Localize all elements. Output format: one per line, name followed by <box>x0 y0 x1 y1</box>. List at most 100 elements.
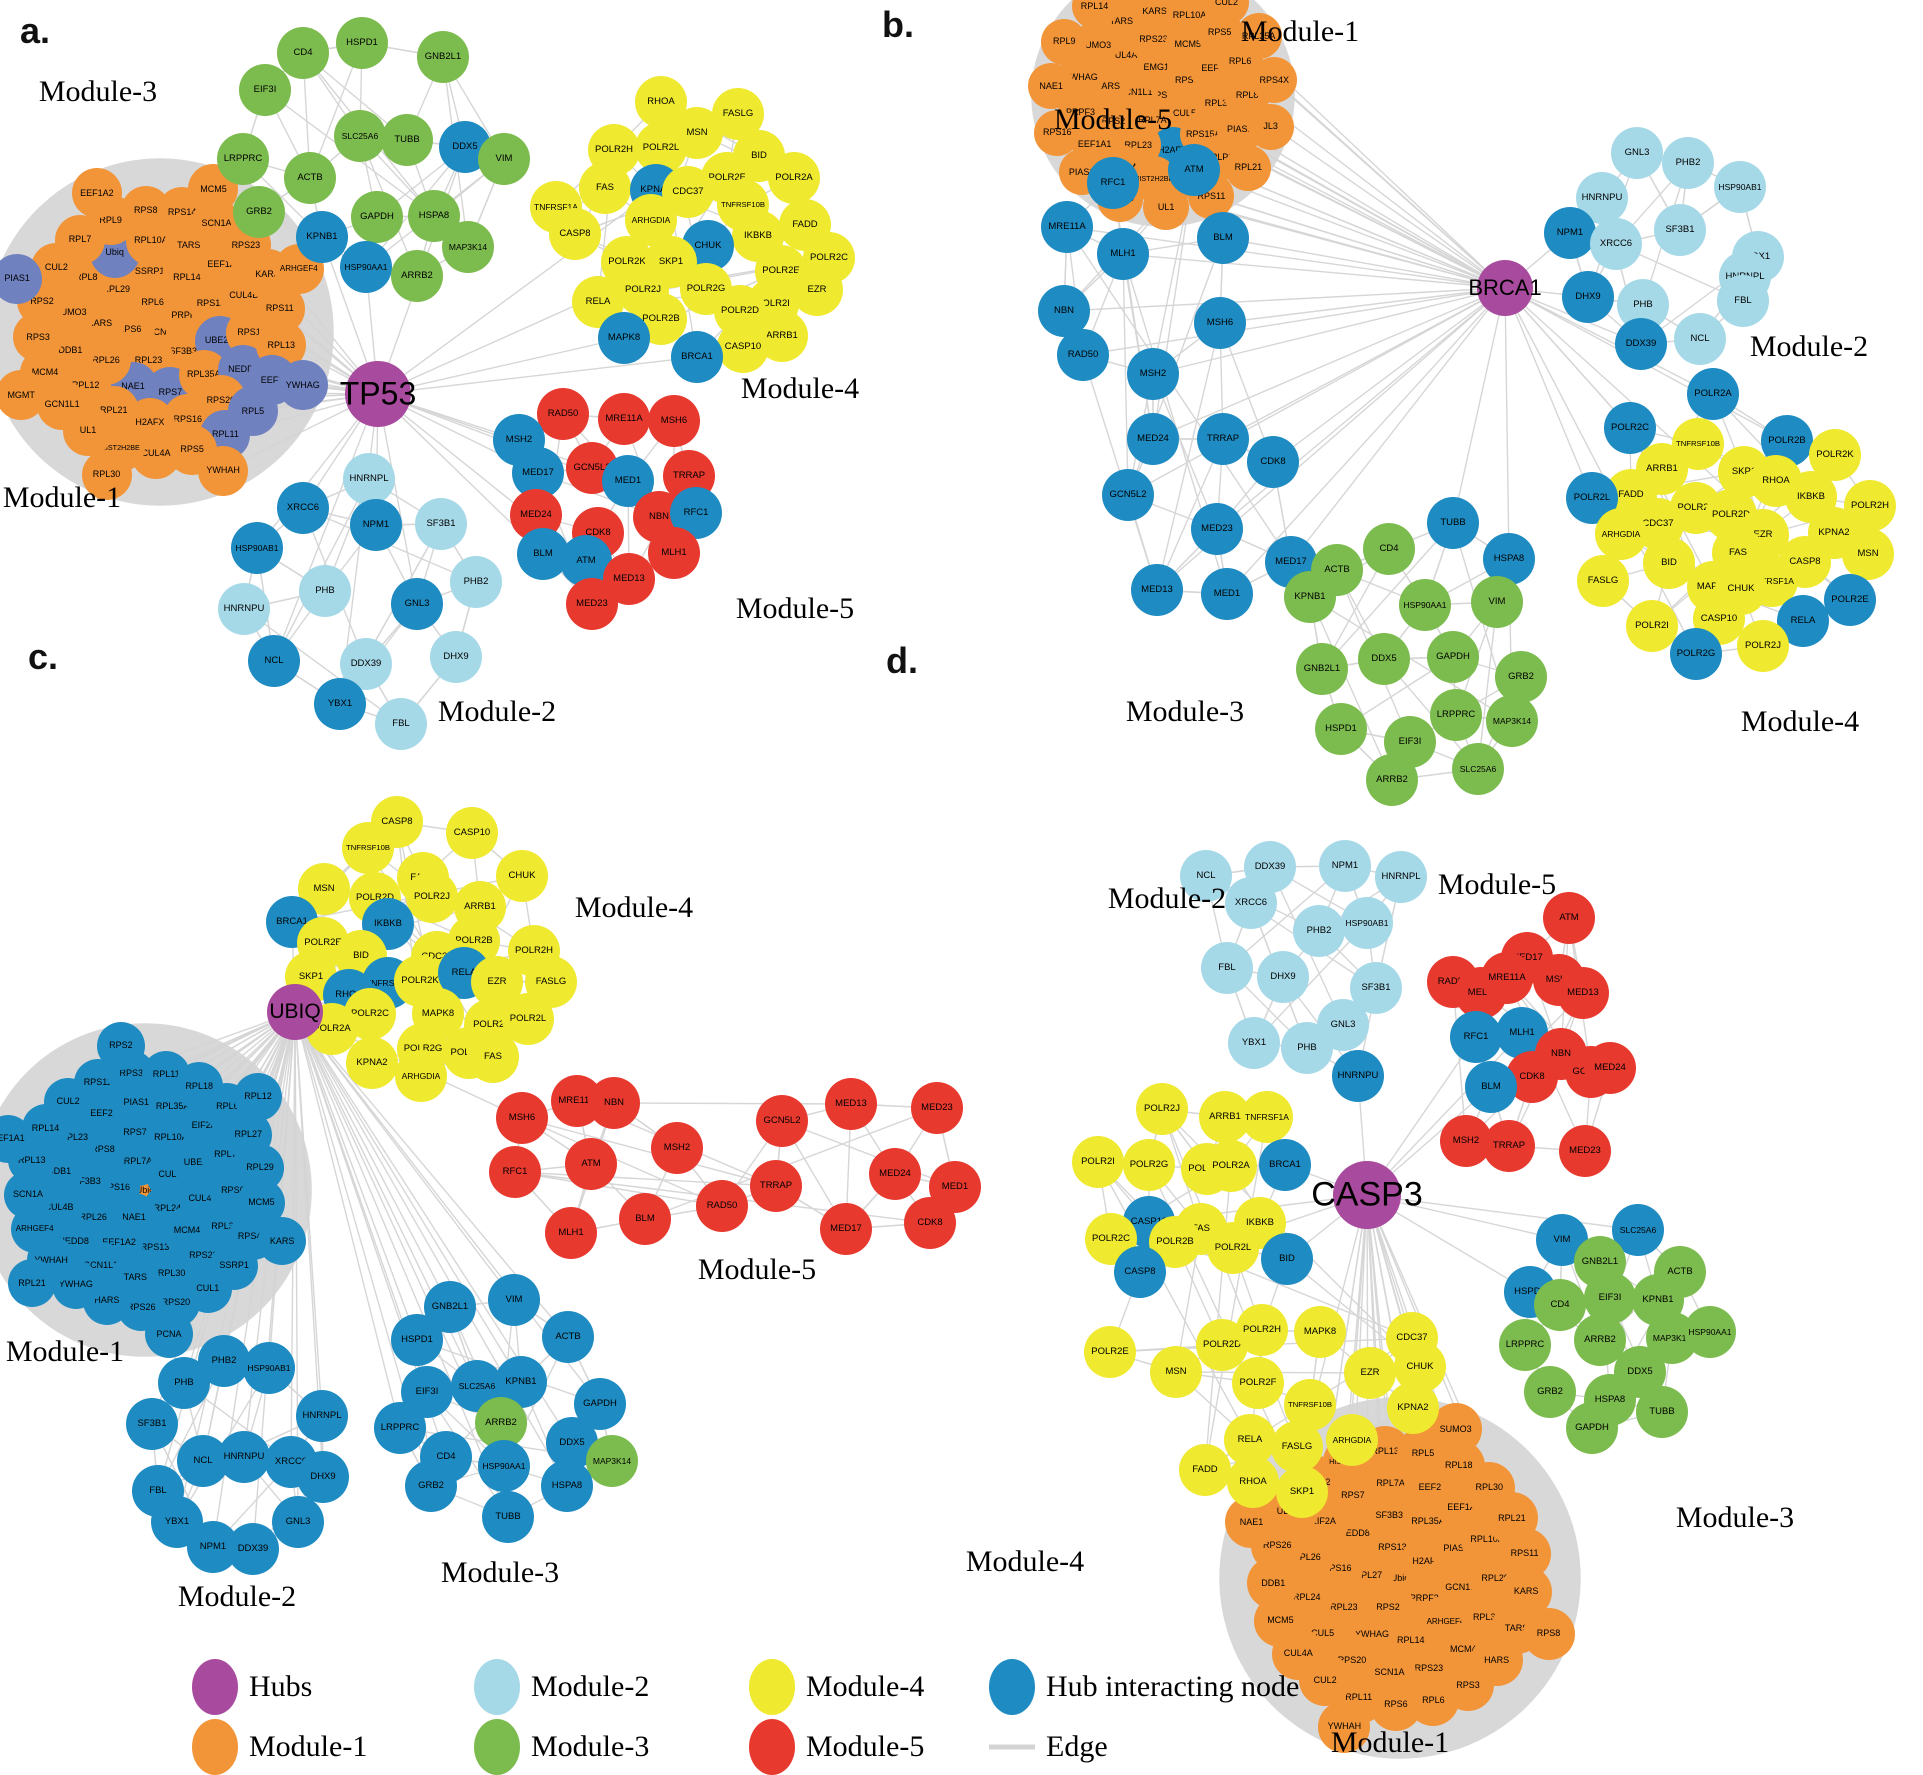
node-GRB2[interactable]: GRB2 <box>1495 651 1547 703</box>
node-MLH1[interactable]: MLH1 <box>648 527 700 579</box>
node-YWHAG[interactable]: YWHAG <box>277 360 328 411</box>
node-SF3B1[interactable]: SF3B1 <box>1654 204 1706 256</box>
node-YWHAH[interactable]: YWHAH <box>198 445 249 496</box>
node-SKP1[interactable]: SKP1 <box>1276 1466 1328 1518</box>
node-MED23[interactable]: MED23 <box>1191 503 1243 555</box>
node-HSP90AA1[interactable]: HSP90AA1 <box>1399 579 1451 631</box>
node-HNRNPU[interactable]: HNRNPU <box>218 583 270 635</box>
node-VIM[interactable]: VIM <box>1471 576 1523 628</box>
node-HSP90AA1[interactable]: HSP90AA1 <box>1684 1306 1736 1358</box>
node-EIF3I[interactable]: EIF3I <box>239 64 291 116</box>
node-TRRAP[interactable]: TRRAP <box>750 1160 802 1212</box>
node-GAPDH[interactable]: GAPDH <box>1566 1402 1618 1454</box>
node-GNL3[interactable]: GNL3 <box>391 578 443 630</box>
node-POLR2J[interactable]: POLR2J <box>406 871 458 923</box>
node-PHB2[interactable]: PHB2 <box>1293 905 1345 957</box>
hub-BRCA1[interactable] <box>1477 260 1533 316</box>
node-MAPK8[interactable]: MAPK8 <box>598 312 650 364</box>
node-MAP3K14[interactable]: MAP3K14 <box>586 1435 638 1487</box>
node-MED24[interactable]: MED24 <box>869 1148 921 1200</box>
node-CD4[interactable]: CD4 <box>1534 1279 1586 1331</box>
node-FBL[interactable]: FBL <box>1717 275 1769 327</box>
node-DHX9[interactable]: DHX9 <box>1257 951 1309 1003</box>
node-GRB2[interactable]: GRB2 <box>1524 1366 1576 1418</box>
node-MRE11A[interactable]: MRE11A <box>598 393 650 445</box>
node-MSN[interactable]: MSN <box>1150 1346 1202 1398</box>
node-MED17[interactable]: MED17 <box>820 1203 872 1255</box>
node-HSPD1[interactable]: HSPD1 <box>336 17 388 69</box>
node-MSH6[interactable]: MSH6 <box>1194 297 1246 349</box>
node-HSPA8[interactable]: HSPA8 <box>541 1460 593 1512</box>
hub-UBIQ[interactable] <box>267 984 323 1040</box>
node-LRPPRC[interactable]: LRPPRC <box>374 1402 426 1454</box>
node-DDX39[interactable]: DDX39 <box>1615 318 1667 370</box>
node-HNRNPL[interactable]: HNRNPL <box>343 453 395 505</box>
node-HSP90AA1[interactable]: HSP90AA1 <box>478 1440 530 1492</box>
node-MED23[interactable]: MED23 <box>911 1082 963 1134</box>
node-RFC1[interactable]: RFC1 <box>1450 1011 1502 1063</box>
node-CASP10[interactable]: CASP10 <box>446 807 498 859</box>
node-RHOA[interactable]: RHOA <box>1227 1456 1279 1508</box>
node-RPL21[interactable]: RPL21 <box>1225 144 1272 191</box>
node-HSP90AB1[interactable]: HSP90AB1 <box>231 522 283 574</box>
node-SCN1A[interactable]: SCN1A <box>1160 0 1207 8</box>
node-MAP3K14[interactable]: MAP3K14 <box>442 221 494 273</box>
node-ARRB2[interactable]: ARRB2 <box>1366 754 1418 806</box>
node-TNFRSF10B[interactable]: TNFRSF10B <box>342 822 394 874</box>
node-TUBB[interactable]: TUBB <box>381 114 433 166</box>
node-FAS[interactable]: FAS <box>467 1031 519 1083</box>
node-FAS[interactable]: FAS <box>579 162 631 214</box>
node-MED13[interactable]: MED13 <box>1557 967 1609 1019</box>
node-POLR2F[interactable]: POLR2F <box>1232 1357 1284 1409</box>
node-SF3B1[interactable]: SF3B1 <box>126 1398 178 1450</box>
node-NPM1[interactable]: NPM1 <box>350 499 402 551</box>
node-NCL[interactable]: NCL <box>1674 313 1726 365</box>
node-POLR2A[interactable]: POLR2A <box>1687 368 1739 420</box>
node-DHX9[interactable]: DHX9 <box>430 631 482 683</box>
node-LRPPRC[interactable]: LRPPRC <box>217 133 269 185</box>
node-HNRNPL[interactable]: HNRNPL <box>296 1390 348 1442</box>
node-POLR2G[interactable]: POLR2G <box>1123 1139 1175 1191</box>
node-BRCA1[interactable]: BRCA1 <box>1259 1139 1311 1191</box>
node-DHX9[interactable]: DHX9 <box>1562 271 1614 323</box>
node-POLR2A[interactable]: POLR2A <box>1205 1140 1257 1192</box>
node-KPNA2[interactable]: KPNA2 <box>1387 1382 1439 1434</box>
node-SF3B1[interactable]: SF3B1 <box>415 498 467 550</box>
node-EZR[interactable]: EZR <box>791 264 843 316</box>
node-HSPD1[interactable]: HSPD1 <box>391 1314 443 1366</box>
node-ATM[interactable]: ATM <box>565 1138 617 1190</box>
node-MRE11A[interactable]: MRE11A <box>1041 201 1093 253</box>
node-MSN[interactable]: MSN <box>1842 528 1894 580</box>
node-KPNB1[interactable]: KPNB1 <box>296 211 348 263</box>
node-RPL12[interactable]: RPL12 <box>234 1072 283 1121</box>
node-BLM[interactable]: BLM <box>619 1193 671 1245</box>
node-PHB2[interactable]: PHB2 <box>1662 137 1714 189</box>
node-POLR2E[interactable]: POLR2E <box>1084 1326 1136 1378</box>
node-SLC25A6[interactable]: SLC25A6 <box>1452 743 1504 795</box>
node-HNRNPU[interactable]: HNRNPU <box>218 1431 270 1483</box>
node-POLR2E[interactable]: POLR2E <box>1824 574 1876 626</box>
node-CDK8[interactable]: CDK8 <box>1247 436 1299 488</box>
node-GNB2L1[interactable]: GNB2L1 <box>1296 643 1348 695</box>
node-CASP8[interactable]: CASP8 <box>549 208 601 260</box>
node-RFC1[interactable]: RFC1 <box>489 1146 541 1198</box>
node-MRE11A[interactable]: MRE11A <box>1481 952 1533 1004</box>
node-GNB2L1[interactable]: GNB2L1 <box>417 31 469 83</box>
node-POLR2G[interactable]: POLR2G <box>1670 628 1722 680</box>
node-YBX1[interactable]: YBX1 <box>314 678 366 730</box>
node-LRPPRC[interactable]: LRPPRC <box>1430 689 1482 741</box>
node-POLR2J[interactable]: POLR2J <box>1136 1083 1188 1135</box>
node-DDB1[interactable]: DDB1 <box>1113 0 1160 9</box>
node-KARS[interactable]: KARS <box>258 1217 307 1266</box>
node-RFC1[interactable]: RFC1 <box>1087 157 1139 209</box>
node-RPL21[interactable]: RPL21 <box>7 1259 56 1308</box>
node-PHB[interactable]: PHB <box>1281 1022 1333 1074</box>
node-MSH6[interactable]: MSH6 <box>648 395 700 447</box>
node-XRCC6[interactable]: XRCC6 <box>1590 218 1642 270</box>
node-BRCA1[interactable]: BRCA1 <box>671 331 723 383</box>
node-ARHGDIA[interactable]: ARHGDIA <box>395 1050 447 1102</box>
node-PHB[interactable]: PHB <box>299 565 351 617</box>
node-FBL[interactable]: FBL <box>1201 942 1253 994</box>
node-BLM[interactable]: BLM <box>1465 1061 1517 1113</box>
node-RPS2[interactable]: RPS2 <box>96 1021 145 1070</box>
